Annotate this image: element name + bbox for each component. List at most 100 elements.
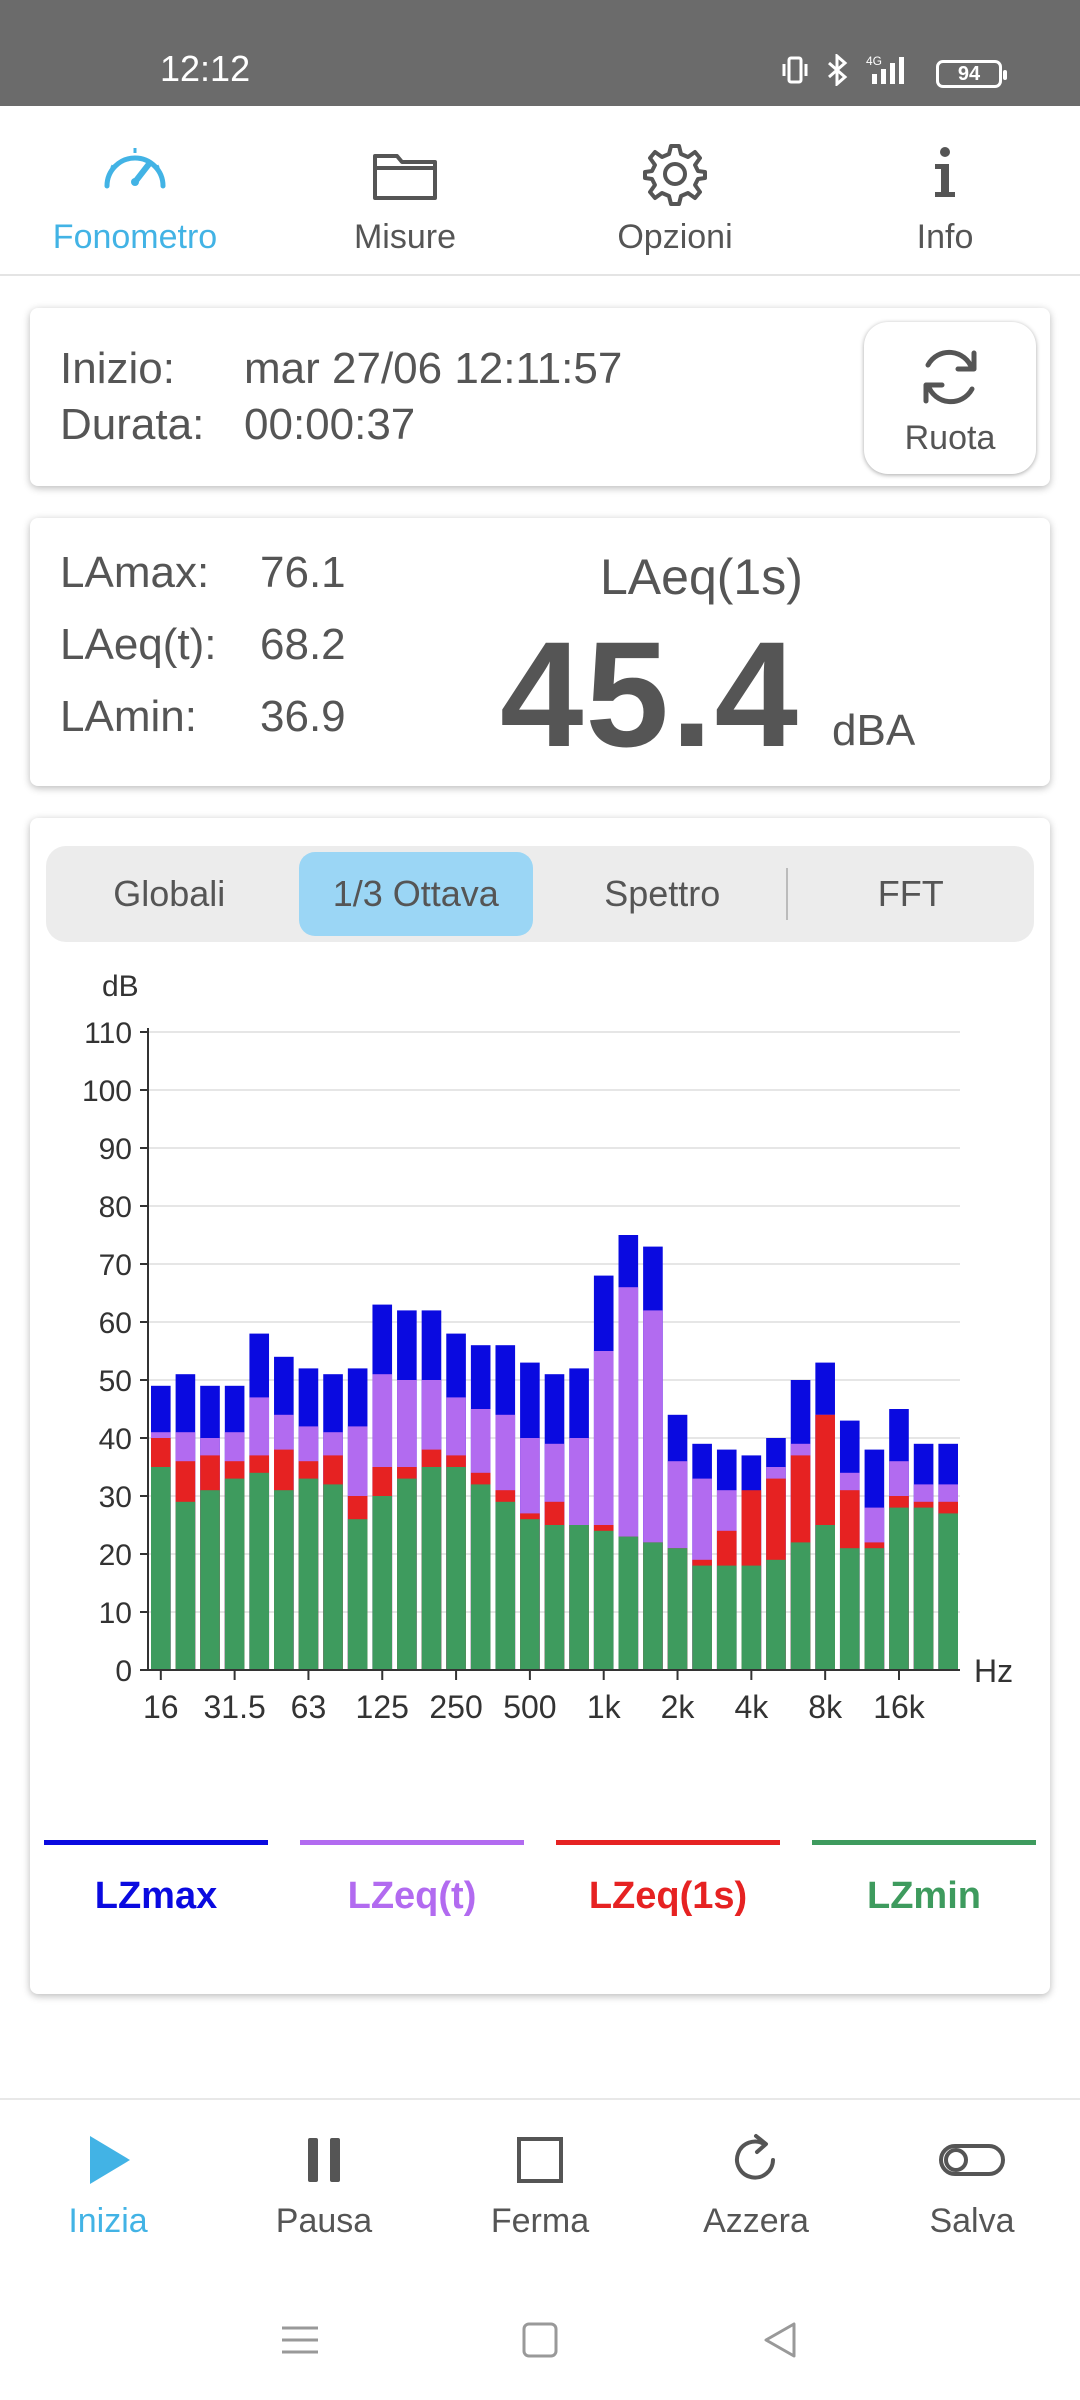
legend-line <box>300 1840 524 1845</box>
x-tick-label: 8k <box>808 1689 843 1725</box>
y-tick-label: 80 <box>99 1191 132 1224</box>
bar-lzmin-4 <box>249 1472 270 1670</box>
legend-label: LZmax <box>94 1875 218 1917</box>
legend-line <box>44 1840 268 1845</box>
tab-fonometro[interactable]: Fonometro <box>0 106 270 274</box>
seg-spettro[interactable]: Spettro <box>604 873 721 914</box>
bar-lzmin-13 <box>470 1484 491 1670</box>
legend-label: LZeq(t) <box>347 1875 477 1917</box>
system-navigation <box>0 2280 1080 2400</box>
stop-icon <box>517 2137 563 2183</box>
bar-lzmin-17 <box>569 1525 589 1670</box>
battery-level: 94 <box>957 62 981 85</box>
bar-lzmin-8 <box>347 1519 368 1670</box>
toggle-icon <box>939 2144 1005 2176</box>
y-axis-label: dB <box>102 970 139 1003</box>
start-label: Inizio: <box>60 344 175 393</box>
seg-globali[interactable]: Globali <box>113 873 226 914</box>
chart-bars <box>151 1235 958 1670</box>
seg-fft[interactable]: FFT <box>877 873 944 914</box>
start-button[interactable]: Inizia <box>0 2100 216 2268</box>
bar-lzmin-15 <box>520 1519 540 1670</box>
laeq-unit: dBA <box>832 706 916 755</box>
x-tick-label: 16 <box>143 1689 179 1725</box>
bar-lzmin-32 <box>938 1513 958 1670</box>
chart-axes: 0 10 20 30 40 50 60 70 80 90 100 110 16 31.5 63 125 250 5… <box>82 1017 960 1725</box>
bar-lzmin-11 <box>421 1467 442 1670</box>
stop-button[interactable]: Ferma <box>432 2100 648 2268</box>
status-bar: 12:12 4G 94 <box>0 0 1080 106</box>
bar-lzmin-5 <box>274 1490 294 1670</box>
bar-lzmin-22 <box>692 1565 712 1670</box>
home-icon[interactable] <box>516 2316 564 2364</box>
start-label: Inizia <box>68 2202 148 2240</box>
legend-line <box>812 1840 1036 1845</box>
legend-line <box>556 1840 780 1845</box>
x-tick-label: 16k <box>873 1689 926 1725</box>
bar-lzmin-1 <box>175 1501 196 1670</box>
tab-opzioni[interactable]: Opzioni <box>540 106 810 274</box>
bar-lzmin-27 <box>815 1525 835 1670</box>
bottom-navigation: Inizia Pausa Ferma Azzera Salva <box>0 2098 1080 2268</box>
y-tick-label: 10 <box>99 1597 132 1630</box>
x-tick-label: 1k <box>587 1689 622 1725</box>
reset-button[interactable]: Azzera <box>648 2100 864 2268</box>
menu-icon[interactable] <box>276 2316 324 2364</box>
bar-lzmin-19 <box>618 1536 639 1670</box>
y-tick-label: 50 <box>99 1365 132 1398</box>
octave-band-chart: 0 10 20 30 40 50 60 70 80 90 100 110 16 31.5 63 125 250 5… <box>82 970 1013 1725</box>
status-time: 12:12 <box>160 48 251 89</box>
bar-lzmin-20 <box>643 1542 663 1670</box>
legend-lzeq-t[interactable]: LZeq(t) <box>300 1840 524 1918</box>
play-icon <box>90 2136 130 2184</box>
stop-label: Ferma <box>490 2202 590 2240</box>
x-tick-label: 500 <box>503 1689 556 1725</box>
x-tick-label: 4k <box>734 1689 769 1725</box>
bar-lzmin-23 <box>716 1565 737 1670</box>
bar-lzmin-0 <box>151 1467 171 1670</box>
y-tick-label: 90 <box>99 1133 132 1166</box>
legend-lzmin[interactable]: LZmin <box>812 1840 1036 1918</box>
duration-label: Durata: <box>60 400 205 449</box>
folder-icon <box>373 154 437 200</box>
pause-button[interactable]: Pausa <box>216 2100 432 2268</box>
x-tick-label: 250 <box>429 1689 482 1725</box>
duration-row: Durata: 00:00:37 <box>60 400 415 450</box>
bar-lzmin-12 <box>446 1467 466 1670</box>
pause-label: Pausa <box>275 2202 373 2240</box>
tab-misure[interactable]: Misure <box>270 106 540 274</box>
y-tick-label: 70 <box>99 1249 132 1282</box>
segment-divider <box>785 868 788 920</box>
lamin-label: LAmin: <box>60 692 197 741</box>
bar-lzmin-21 <box>667 1548 688 1670</box>
battery-icon: 94 <box>936 60 1007 88</box>
lamin-row: LAmin: 36.9 <box>60 692 346 742</box>
session-card: Inizio: mar 27/06 12:11:57 Durata: 00:00:3… <box>30 308 1050 486</box>
seg-terzi-ottava[interactable]: 1/3 Ottava <box>298 852 533 936</box>
legend-lzeq-1s[interactable]: LZeq(1s) <box>556 1840 780 1918</box>
y-tick-label: 60 <box>99 1307 132 1340</box>
bar-lzmin-24 <box>741 1565 762 1670</box>
info-icon <box>935 147 955 197</box>
chart-card: Globali 1/3 Ottava Spettro FFT 0 10 20 30 40… <box>30 818 1050 1994</box>
chart-legend: LZmax LZeq(t) LZeq(1s) LZmin <box>44 1840 1036 1918</box>
bar-lzmin-18 <box>593 1530 614 1670</box>
bar-lzmin-10 <box>397 1478 417 1670</box>
laeq-1s-value: 45.4 <box>500 610 800 778</box>
save-toggle[interactable]: Salva <box>864 2100 1080 2268</box>
tab-info[interactable]: Info <box>810 106 1080 274</box>
rotate-button[interactable]: Ruota <box>864 322 1036 474</box>
legend-lzmax[interactable]: LZmax <box>44 1840 268 1918</box>
laeq-1s-label: LAeq(1s) <box>600 549 803 605</box>
lamin-value: 36.9 <box>260 692 346 741</box>
rotate-icon <box>923 349 977 404</box>
bar-lzmin-16 <box>544 1525 565 1670</box>
back-icon[interactable] <box>756 2316 804 2364</box>
x-tick-label: 63 <box>291 1689 327 1725</box>
speedometer-icon <box>104 148 166 189</box>
reset-label: Azzera <box>703 2202 809 2240</box>
x-tick-label: 2k <box>661 1689 696 1725</box>
legend-label: LZeq(1s) <box>588 1875 748 1917</box>
bar-lzmin-26 <box>790 1542 811 1670</box>
start-value: mar 27/06 12:11:57 <box>244 344 623 393</box>
